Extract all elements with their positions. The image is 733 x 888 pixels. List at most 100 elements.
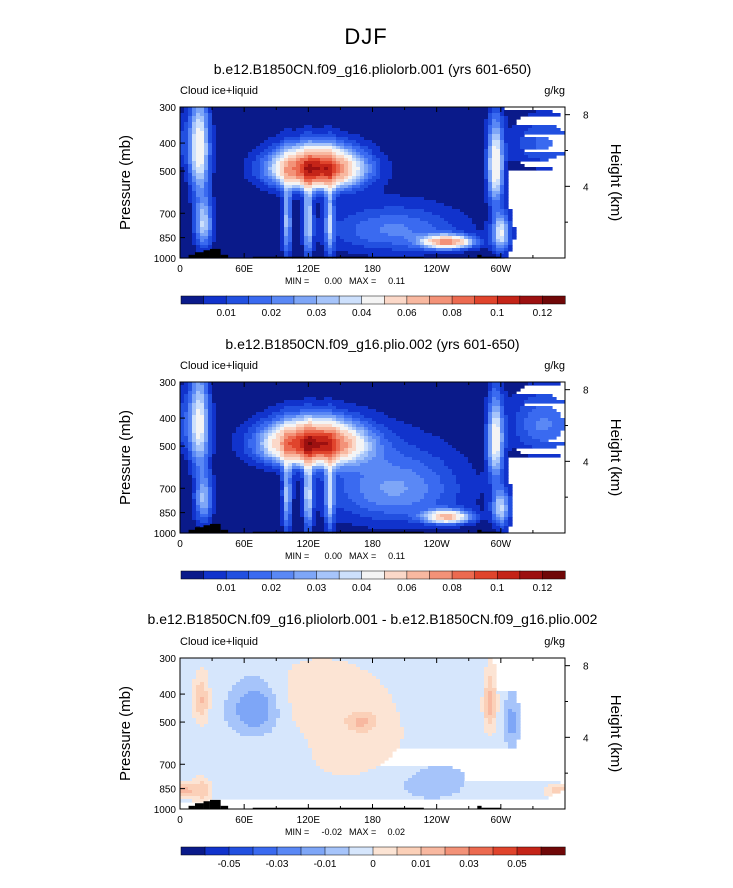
field-cell — [360, 167, 365, 171]
field-cell — [192, 799, 209, 803]
field-cell — [496, 520, 501, 524]
field-cell — [276, 185, 281, 189]
field-cell — [268, 682, 289, 686]
field-cell — [208, 391, 213, 395]
field-cell — [272, 445, 281, 449]
field-cell — [352, 188, 365, 192]
field-cell — [472, 239, 477, 243]
field-cell — [180, 251, 197, 255]
y-axis-label: Pressure (mb) — [117, 135, 134, 230]
field-cell — [292, 248, 305, 252]
field-cell — [528, 454, 561, 458]
field-cell — [180, 454, 185, 458]
field-cell — [492, 212, 497, 216]
field-cell — [292, 667, 361, 671]
field-cell — [504, 167, 509, 171]
field-cell — [188, 140, 193, 144]
field-cell — [256, 430, 261, 434]
field-cell — [232, 727, 273, 731]
field-cell — [476, 242, 481, 246]
field-cell — [232, 685, 269, 689]
field-cell — [192, 397, 197, 401]
field-cell — [452, 224, 477, 228]
field-cell — [508, 143, 521, 147]
field-cell — [196, 508, 201, 512]
field-cell — [212, 224, 217, 228]
field-cell — [456, 511, 461, 515]
field-cell — [324, 496, 329, 500]
field-cell — [212, 179, 249, 183]
field-cell — [300, 442, 305, 446]
field-cell — [492, 224, 497, 228]
field-cell — [488, 721, 493, 725]
field-cell — [396, 433, 433, 437]
field-cell — [180, 110, 185, 114]
field-cell — [304, 415, 313, 419]
field-cell — [236, 451, 245, 455]
field-cell — [336, 191, 341, 195]
field-cell — [292, 490, 297, 494]
colorbar-swatch — [420, 846, 446, 856]
field-cell — [520, 409, 533, 413]
field-cell — [516, 715, 521, 719]
field-cell — [192, 700, 197, 704]
field-cell — [320, 161, 333, 165]
field-cell — [492, 188, 501, 192]
field-cell — [500, 430, 505, 434]
field-cell — [280, 427, 285, 431]
field-cell — [196, 170, 205, 174]
field-cell — [424, 242, 433, 246]
x-tick-label: 120E — [297, 539, 321, 550]
field-cell — [180, 218, 193, 222]
field-cell — [280, 463, 285, 467]
field-cell — [188, 176, 193, 180]
field-cell — [292, 218, 301, 222]
field-cell — [272, 730, 301, 734]
field-cell — [260, 445, 265, 449]
field-cell — [524, 131, 565, 135]
field-cell — [484, 131, 489, 135]
field-cell — [408, 514, 417, 518]
field-cell — [300, 167, 305, 171]
field-cell — [516, 427, 525, 431]
field-cell — [196, 418, 205, 422]
field-cell — [288, 472, 293, 476]
field-cell — [276, 454, 281, 458]
field-cell — [316, 763, 381, 767]
units-label: g/kg — [544, 360, 565, 372]
field-cell — [416, 514, 421, 518]
field-cell — [500, 146, 505, 150]
field-cell — [264, 155, 269, 159]
terrain-mask — [188, 248, 501, 258]
field-cell — [488, 658, 493, 662]
field-cell — [312, 523, 317, 527]
field-cell — [408, 227, 437, 231]
field-cell — [192, 122, 197, 126]
field-cell — [516, 730, 521, 734]
field-cell — [500, 140, 505, 144]
field-cell — [328, 511, 333, 515]
field-cell — [196, 670, 209, 674]
field-cell — [196, 469, 201, 473]
field-cell — [328, 197, 333, 201]
field-cell — [352, 415, 365, 419]
field-cell — [492, 442, 501, 446]
field-cell — [280, 188, 285, 192]
field-cell — [212, 409, 217, 413]
field-cell — [380, 173, 393, 177]
field-cell — [484, 730, 497, 734]
y-tick-label: 850 — [159, 509, 176, 520]
field-cell — [492, 511, 497, 515]
field-cell — [216, 448, 233, 452]
field-cell — [488, 661, 493, 665]
field-cell — [232, 439, 245, 443]
field-cell — [364, 436, 369, 440]
field-cell — [212, 787, 405, 791]
field-cell — [408, 790, 461, 794]
field-cell — [336, 433, 341, 437]
field-cell — [312, 520, 317, 524]
field-cell — [200, 245, 209, 249]
field-cell — [380, 436, 385, 440]
field-cell — [208, 155, 213, 159]
